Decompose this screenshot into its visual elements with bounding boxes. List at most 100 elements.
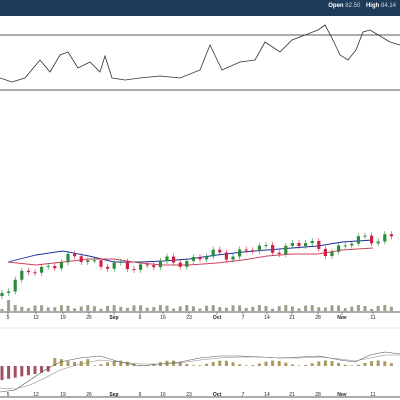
x-tick-label: Sep: [109, 315, 118, 321]
candle-body: [389, 234, 393, 237]
volume-bar: [350, 306, 354, 311]
macd-histogram-bar: [337, 362, 341, 366]
x-tick-label: Oct: [213, 315, 222, 321]
volume-bar: [139, 305, 143, 311]
volume-bar: [7, 300, 11, 311]
macd-histogram-bar: [304, 364, 308, 366]
candle-body: [363, 235, 367, 237]
volume-bar: [145, 307, 149, 311]
volume-bar: [33, 305, 37, 311]
x-tick-label: 7: [242, 315, 245, 321]
candle-body: [106, 266, 110, 269]
volume-bar: [205, 305, 209, 311]
candle-body: [53, 265, 57, 269]
volume-bar: [125, 307, 129, 311]
volume-bar: [383, 305, 387, 311]
macd-histogram-bar: [350, 365, 354, 366]
header-bar: Open 82.50 High 84.14: [0, 0, 400, 16]
x-tick-label: 23: [186, 315, 192, 321]
x-tick-label: 21: [289, 315, 295, 321]
macd-histogram-bar: [7, 366, 11, 379]
macd-histogram-bar: [211, 361, 215, 366]
volume-bar: [132, 305, 136, 311]
candle-body: [284, 245, 288, 255]
candle-body: [310, 240, 314, 244]
macd-histogram-bar: [383, 361, 387, 366]
candle-body: [224, 252, 228, 260]
candle-body: [323, 248, 327, 256]
candle-body: [218, 249, 222, 253]
macd-histogram-bar: [106, 362, 110, 366]
volume-bar: [13, 305, 17, 311]
volume-bar: [152, 307, 156, 311]
volume-bar: [317, 307, 321, 311]
macd-histogram-bar: [218, 360, 222, 366]
macd-histogram-bar: [99, 364, 103, 366]
candle-body: [277, 252, 281, 255]
candle-body: [185, 260, 189, 267]
candle-body: [86, 260, 90, 263]
x-tick-label-bottom: 9: [139, 392, 142, 398]
x-tick-label: Nov: [337, 315, 347, 321]
volume-bar: [46, 307, 50, 311]
candle-body: [152, 265, 156, 268]
volume-bar: [257, 305, 261, 311]
high-value: 84.14: [380, 3, 396, 9]
macd-histogram-bar: [40, 366, 44, 373]
macd-histogram-bar: [46, 366, 50, 372]
macd-histogram-bar: [198, 365, 202, 366]
macd-histogram-bar: [310, 363, 314, 366]
x-tick-label: 19: [60, 315, 66, 321]
macd-histogram-bar: [178, 362, 182, 366]
macd-histogram-bar: [389, 363, 393, 366]
volume-bar: [310, 305, 314, 311]
x-tick-label-bottom: 5: [7, 392, 10, 398]
macd-histogram-bar: [53, 358, 57, 366]
x-tick-label-bottom: 16: [160, 392, 166, 398]
candle-body: [290, 243, 294, 246]
candle-body: [158, 260, 162, 268]
candle-body: [304, 243, 308, 247]
macd-histogram-bar: [317, 361, 321, 366]
candle-body: [205, 256, 209, 260]
macd-histogram-bar: [0, 366, 4, 380]
macd-histogram-bar: [125, 361, 129, 366]
volume-bar: [271, 308, 275, 311]
macd-histogram-bar: [119, 360, 123, 366]
volume-bar: [59, 305, 63, 311]
candle-body: [370, 235, 374, 244]
volume-bar: [0, 309, 4, 311]
x-tick-label-bottom: 23: [186, 392, 192, 398]
macd-histogram-bar: [20, 366, 24, 377]
volume-bar: [73, 308, 77, 311]
volume-bar: [79, 306, 83, 311]
volume-bar: [218, 307, 222, 311]
macd-histogram-bar: [73, 361, 77, 366]
volume-bar: [178, 306, 182, 311]
volume-bar: [363, 306, 367, 311]
candle-body: [343, 245, 347, 247]
candle-body: [376, 241, 380, 244]
macd-signal-line: [0, 354, 400, 390]
candle-body: [238, 249, 242, 257]
candle-body: [350, 243, 354, 246]
ma-fast-line: [7, 239, 374, 263]
volume-bar: [284, 305, 288, 311]
candle-body: [211, 249, 215, 257]
x-tick-label: 12: [33, 315, 39, 321]
macd-histogram-bar: [59, 359, 63, 366]
candle-body: [231, 256, 235, 260]
candle-body: [172, 256, 176, 263]
header-quote: Open 82.50 High 84.14: [324, 3, 396, 9]
volume-bar: [53, 307, 57, 311]
volume-bar: [376, 306, 380, 311]
volume-bar: [99, 308, 103, 311]
candle-body: [356, 236, 360, 244]
candle-body: [92, 260, 96, 262]
volume-bar: [238, 305, 242, 311]
candle-body: [271, 245, 275, 253]
candle-body: [251, 250, 255, 252]
macd-histogram-bar: [330, 361, 334, 366]
volume-bar: [370, 308, 374, 311]
